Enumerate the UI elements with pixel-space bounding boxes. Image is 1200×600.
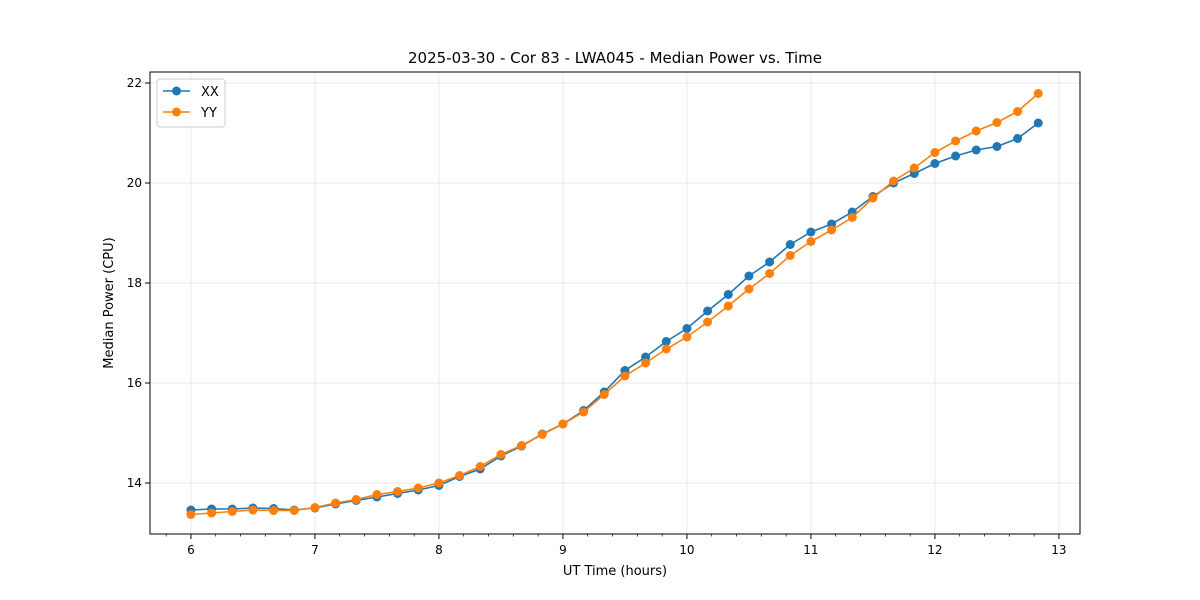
- series-layer: [186, 89, 1043, 519]
- y-tick-label: 16: [127, 376, 142, 390]
- data-point: [806, 227, 816, 237]
- data-point: [930, 148, 940, 157]
- x-tick-label: 6: [187, 543, 195, 557]
- ticks: 6 7 8 9 10 11 12 13 14 16 18 20 22: [127, 76, 1067, 557]
- series-yy: [186, 89, 1043, 519]
- y-tick-label: 22: [127, 76, 142, 90]
- data-point: [992, 142, 1002, 151]
- data-point: [909, 163, 919, 173]
- data-point: [661, 344, 671, 354]
- data-point: [765, 269, 775, 278]
- data-point: [889, 176, 899, 186]
- data-point: [806, 237, 816, 246]
- data-point: [682, 332, 692, 342]
- data-point: [827, 225, 837, 235]
- data-point: [744, 271, 754, 281]
- x-tick-label: 13: [1051, 543, 1066, 557]
- data-point: [1033, 89, 1043, 98]
- data-point: [744, 284, 754, 294]
- data-point: [868, 193, 878, 203]
- data-point: [682, 324, 692, 333]
- data-point: [455, 471, 465, 480]
- data-point: [207, 508, 217, 518]
- data-point: [785, 251, 795, 260]
- data-point: [992, 118, 1002, 127]
- data-point: [661, 337, 671, 346]
- plot-frame: [149, 71, 1081, 535]
- data-point: [331, 498, 341, 508]
- legend: XX YY: [156, 78, 226, 128]
- x-tick-label: 9: [559, 543, 567, 557]
- y-tick-label: 20: [127, 176, 142, 190]
- data-point: [599, 390, 609, 399]
- data-point: [517, 441, 527, 450]
- data-point: [641, 358, 651, 368]
- data-point: [765, 257, 775, 267]
- legend-swatch-marker: [172, 86, 181, 96]
- legend-item-xx: XX: [163, 85, 219, 100]
- data-point: [951, 136, 961, 146]
- data-point: [289, 506, 299, 515]
- legend-item-yy: YY: [163, 106, 217, 121]
- chart-title: 2025-03-30 - Cor 83 - LWA045 - Median Po…: [408, 49, 822, 67]
- data-point: [475, 462, 485, 471]
- data-point: [703, 306, 713, 316]
- y-axis-title: Median Power (CPU): [102, 237, 117, 368]
- legend-label: YY: [200, 106, 217, 121]
- legend-swatch-marker: [172, 107, 181, 117]
- x-tick-label: 8: [435, 543, 443, 557]
- data-point: [971, 145, 981, 155]
- data-point: [723, 301, 733, 311]
- x-tick-label: 7: [311, 543, 319, 557]
- x-tick-label: 10: [679, 543, 694, 557]
- legend-label: XX: [201, 85, 219, 100]
- y-tick-label: 18: [127, 276, 142, 290]
- y-tick-label: 14: [127, 476, 142, 490]
- data-point: [558, 419, 568, 429]
- data-point: [310, 503, 320, 512]
- data-point: [227, 507, 237, 516]
- grid: [150, 72, 1080, 534]
- data-point: [620, 371, 630, 381]
- data-point: [1033, 118, 1043, 128]
- x-tick-label: 11: [803, 543, 818, 557]
- data-point: [847, 213, 857, 222]
- data-point: [372, 490, 382, 499]
- data-point: [269, 506, 279, 515]
- data-point: [1013, 107, 1023, 116]
- data-point: [496, 450, 506, 459]
- data-point: [723, 290, 733, 299]
- data-point: [703, 317, 713, 327]
- data-point: [951, 151, 961, 161]
- data-point: [186, 510, 196, 519]
- data-point: [351, 495, 361, 504]
- data-point: [393, 487, 403, 496]
- x-axis-title: UT Time (hours): [563, 564, 667, 579]
- data-point: [579, 407, 589, 417]
- x-tick-label: 12: [927, 543, 942, 557]
- data-point: [971, 126, 981, 136]
- data-point: [537, 430, 547, 439]
- data-point: [930, 159, 940, 168]
- data-point: [248, 505, 258, 515]
- data-point: [434, 478, 444, 488]
- data-point: [413, 483, 423, 493]
- data-point: [1013, 134, 1023, 143]
- data-point: [785, 240, 795, 249]
